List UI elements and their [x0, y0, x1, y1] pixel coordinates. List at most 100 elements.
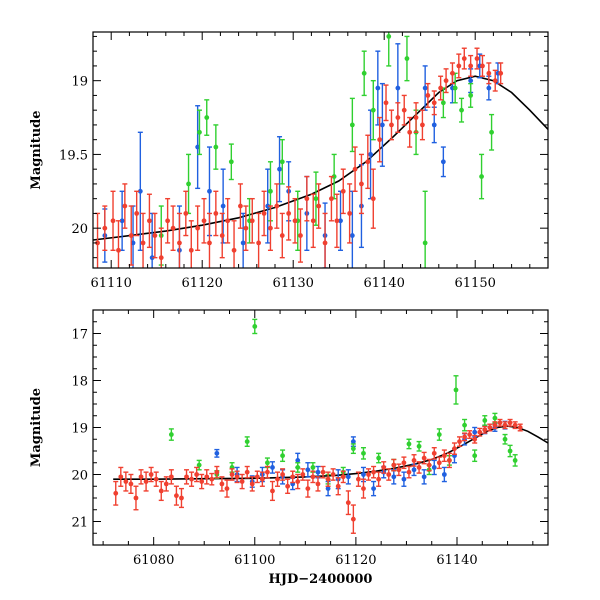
green-data-point [462, 418, 468, 432]
red-data-point [487, 423, 493, 432]
bottom-panel: 61080 61100 61120 61140 17 18 19 20 21 Magnitude H… [29, 309, 549, 587]
red-data-point [123, 471, 129, 492]
green-data-point [406, 438, 412, 450]
red-data-point [350, 504, 356, 534]
red-data-point [189, 471, 195, 487]
blue-data-point [277, 136, 283, 203]
red-data-point [183, 190, 189, 237]
green-data-point [279, 138, 285, 185]
green-data-point [370, 79, 376, 141]
red-data-point [370, 168, 376, 229]
red-series [113, 418, 523, 534]
blue-data-point [431, 459, 437, 476]
red-data-point [110, 190, 116, 252]
red-data-point [295, 473, 301, 490]
red-data-point [340, 470, 346, 484]
green-data-point [404, 35, 410, 82]
green-data-point [512, 454, 518, 467]
red-data-point [305, 479, 311, 498]
x-tick-label: 61140 [364, 276, 405, 291]
red-data-point [431, 447, 437, 460]
green-data-point [196, 109, 202, 156]
green-data-point [453, 375, 459, 405]
red-data-point [173, 485, 179, 506]
red-data-point [297, 208, 303, 263]
red-data-point [229, 468, 235, 481]
green-data-point [376, 452, 382, 464]
red-data-point [502, 421, 508, 430]
red-data-point [360, 478, 366, 499]
red-data-point [274, 183, 280, 229]
green-data-point [252, 318, 258, 335]
red-data-point [376, 471, 382, 487]
red-data-point [479, 54, 485, 77]
blue-data-point [265, 168, 271, 244]
red-data-point [406, 465, 412, 479]
red-data-point [325, 471, 331, 487]
green-data-point [244, 436, 250, 447]
top-panel: 61110 61120 61130 61140 61150 19 19.5 20 Magnitu… [29, 31, 549, 291]
red-data-point [249, 476, 255, 492]
x-tick-label: 61100 [234, 553, 275, 568]
green-data-point [459, 97, 465, 123]
red-data-point [300, 468, 306, 481]
red-data-point [461, 47, 467, 70]
red-data-point [381, 461, 387, 474]
green-data-point [468, 82, 474, 108]
red-data-point [188, 220, 194, 268]
green-data-point [350, 443, 356, 455]
red-data-point [388, 109, 394, 141]
red-data-point [165, 197, 171, 244]
green-data-point [313, 171, 319, 226]
x-axis-label: HJD−2400000 [269, 572, 373, 587]
red-data-point [492, 421, 498, 430]
red-data-point [280, 468, 286, 481]
red-data-point [102, 205, 108, 252]
red-data-point [345, 490, 351, 516]
green-data-point [472, 449, 478, 463]
red-data-point [184, 469, 190, 485]
red-data-point [267, 205, 273, 252]
red-data-point [95, 212, 101, 268]
red-data-point [243, 205, 249, 252]
red-data-point [225, 197, 231, 244]
red-data-point [386, 468, 392, 481]
green-series [168, 318, 518, 485]
red-data-point [498, 62, 504, 85]
red-data-point [209, 472, 215, 486]
red-series [95, 47, 504, 268]
red-data-point [158, 480, 164, 502]
red-data-point [153, 471, 159, 487]
red-data-point [449, 62, 455, 85]
red-data-point [426, 458, 432, 472]
green-data-point [204, 99, 210, 136]
red-data-point [118, 466, 124, 487]
axes-frame [92, 309, 549, 546]
red-data-point [416, 461, 422, 474]
green-data-point [186, 153, 192, 215]
red-data-point [446, 452, 452, 469]
red-data-point [507, 418, 513, 427]
x-tick-label: 61120 [335, 553, 376, 568]
plot-area [93, 32, 548, 268]
blue-data-point [368, 109, 374, 200]
red-data-point [334, 193, 340, 249]
red-data-point [486, 62, 492, 85]
blue-data-point [401, 471, 407, 487]
red-data-point [365, 134, 371, 190]
red-data-point [264, 465, 270, 479]
red-data-point [213, 190, 219, 237]
green-data-point [213, 124, 219, 170]
red-data-point [231, 220, 237, 268]
x-tick-label: 61120 [182, 276, 223, 291]
red-data-point [138, 469, 144, 485]
red-data-point [438, 75, 444, 101]
blue-data-point [137, 131, 143, 252]
red-data-point [148, 466, 154, 483]
red-data-point [206, 212, 212, 268]
blue-data-point [240, 212, 246, 268]
red-data-point [122, 183, 128, 229]
green-data-point [280, 449, 286, 463]
green-data-point [349, 97, 355, 153]
red-data-point [140, 212, 146, 268]
